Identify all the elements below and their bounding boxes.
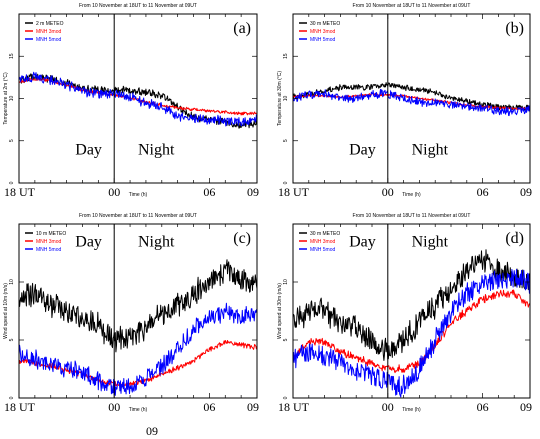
series-line-mnh-3mod [293,289,530,374]
x-tick-label: 00 [108,400,120,414]
legend-entry: 10 m METEO [36,231,66,237]
x-tick-label: 00 [382,185,394,199]
y-tick-label: 15 [283,53,289,59]
legend-entry: MNH 5mod [36,247,62,253]
legend-entry: MNH 5mod [310,37,336,43]
legend-entry: 30 m METEO [310,231,340,237]
x-tick-label: 09 [247,400,259,414]
panel-label: (b) [505,20,524,37]
y-tick-label: 10 [283,96,289,102]
night-annotation: Night [138,234,175,251]
day-annotation: Day [349,141,376,158]
series-line-mnh-5mod [293,269,530,398]
legend-entry: MNH 3mod [310,29,336,35]
series-line-30-m-meteo [293,249,530,361]
y-axis-label: Temperature at 2m (°C) [3,72,9,125]
x-tick-label: 18 UT [4,185,36,199]
x-tick-label: 18 UT [278,185,310,199]
legend-entry: MNH 5mod [36,37,62,43]
y-tick-label: 10 [9,279,15,285]
chart-title: From 10 November at 18UT to 11 November … [79,3,197,9]
y-tick-label: 15 [9,53,15,59]
x-tick-label: 18 UT [278,400,310,414]
x-tick-label: 09 [520,185,532,199]
y-tick-label: 10 [9,96,15,102]
x-axis-label: Time (h) [129,192,148,198]
y-tick-label: 5 [283,139,289,142]
chart-title: From 10 November at 18UT to 11 November … [353,3,471,9]
y-tick-label: 10 [283,279,289,285]
y-tick-label: 0 [283,396,289,399]
day-annotation: Day [349,234,376,251]
y-tick-label: 5 [9,139,15,142]
x-tick-label: 00 [382,400,394,414]
legend-entry: MNH 5mod [310,247,336,253]
day-annotation: Day [75,141,102,158]
panel-label: (d) [505,230,524,247]
night-annotation: Night [412,141,449,158]
day-annotation: Day [75,234,102,251]
legend-entry: MNH 3mod [36,29,62,35]
panel-label: (c) [233,230,251,247]
y-axis-label: Wind speed at 10m (m/s) [3,283,9,339]
y-tick-label: 5 [9,338,15,341]
series-line-mnh-5mod [19,71,257,127]
chart-panel-d: From 10 November at 18UT to 11 November … [277,213,532,414]
x-tick-label: 00 [108,185,120,199]
night-annotation: Night [412,234,449,251]
x-tick-label: 06 [477,185,489,199]
series-line-30-m-meteo [293,82,530,111]
y-axis-label: Wind speed at 30m (m/s) [277,283,283,339]
plot-frame [292,223,531,399]
y-tick-label: 0 [283,181,289,184]
x-axis-label: Time (h) [402,407,421,413]
series-line-mnh-3mod [19,340,257,387]
x-tick-label: 06 [477,400,489,414]
chart-title: From 10 November at 18UT to 11 November … [79,213,197,219]
legend-entry: 2 m METEO [36,21,64,27]
x-axis-label: Time (h) [129,407,148,413]
panel-label: (a) [233,20,251,37]
y-axis-label: Temperature at 30m (°C) [277,71,283,126]
x-axis-label: Time (h) [402,192,421,198]
series-line-10-m-meteo [19,259,257,353]
y-tick-label: 0 [9,396,15,399]
chart-panel-a: From 10 November at 18UT to 11 November … [3,3,259,199]
legend-entry: MNH 3mod [310,239,336,245]
chart-panel-c: From 10 November at 18UT to 11 November … [3,213,259,414]
y-tick-label: 5 [283,338,289,341]
series-line-mnh-5mod [293,88,530,117]
legend-entry: MNH 3mod [36,239,62,245]
chart-title: From 10 November at 18UT to 11 November … [353,213,471,219]
x-tick-label: 06 [203,185,215,199]
x-tick-label: 18 UT [4,400,36,414]
chart-panel-b: From 10 November at 18UT to 11 November … [277,3,532,199]
x-tick-label: 09 [247,185,259,199]
y-tick-label: 0 [9,181,15,184]
plot-frame [18,223,258,399]
x-tick-label: 09 [520,400,532,414]
night-annotation: Night [138,141,175,158]
legend-entry: 30 m METEO [310,21,340,27]
series-line-mnh-5mod [19,302,257,396]
stray-tick-label: 09 [146,424,158,438]
x-tick-label: 06 [203,400,215,414]
